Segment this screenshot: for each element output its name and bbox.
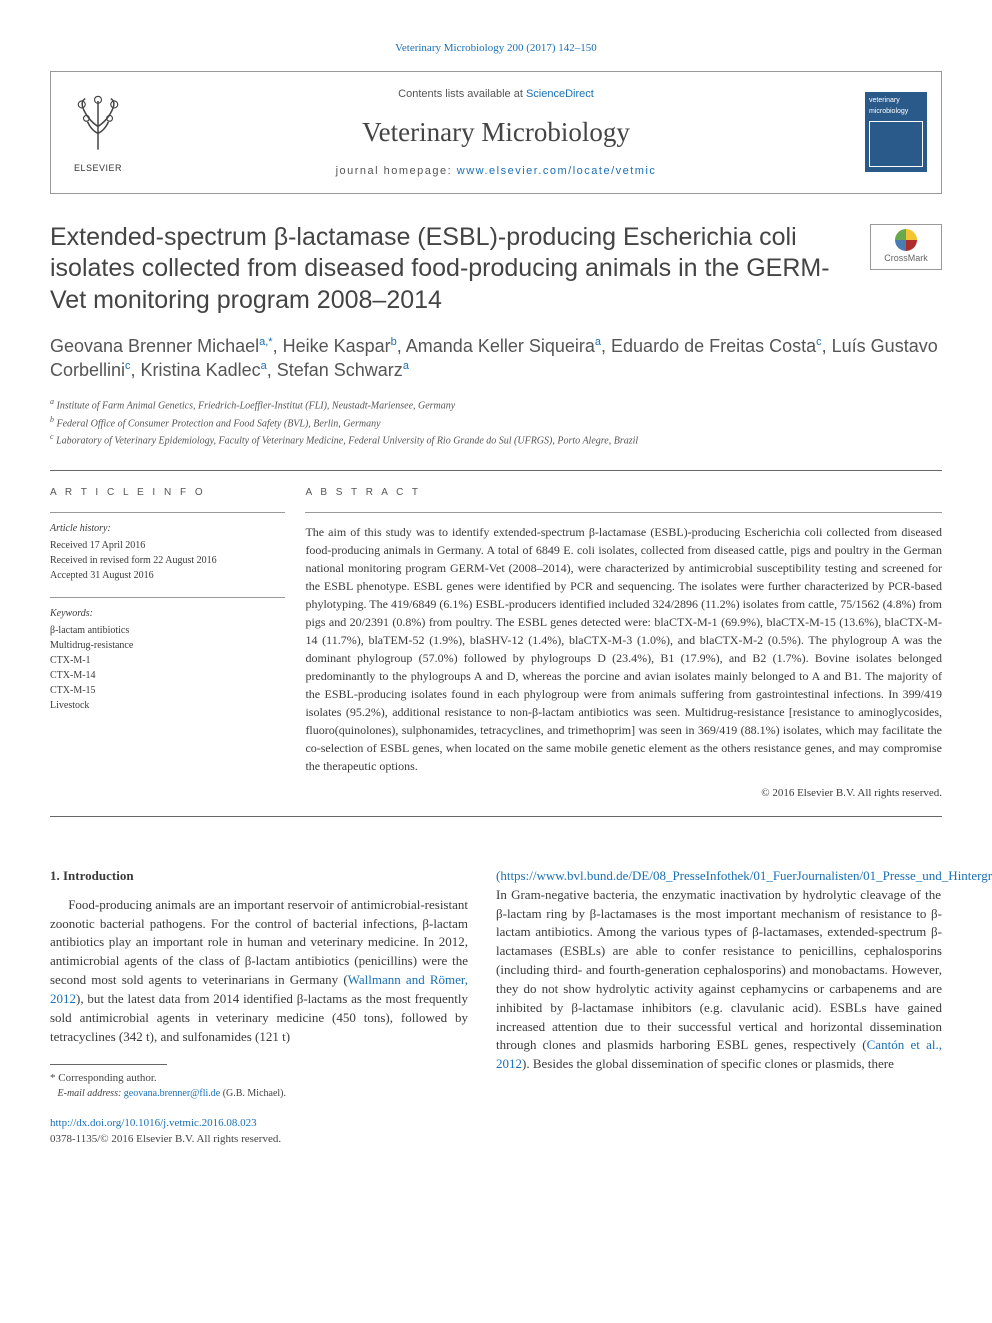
- doi-link[interactable]: http://dx.doi.org/10.1016/j.vetmic.2016.…: [50, 1116, 468, 1132]
- journal-header: ELSEVIER Contents lists available at Sci…: [50, 71, 942, 195]
- abstract: A B S T R A C T The aim of this study wa…: [305, 485, 942, 802]
- keywords-block: Keywords: β-lactam antibiotics Multidrug…: [50, 597, 285, 713]
- elsevier-label: ELSEVIER: [65, 162, 131, 176]
- affiliation-b: b Federal Office of Consumer Protection …: [50, 414, 942, 431]
- revised: Received in revised form 22 August 2016: [50, 553, 285, 568]
- intro-paragraph-cont: (https://www.bvl.bund.de/DE/08_PresseInf…: [496, 867, 942, 1074]
- authors: Geovana Brenner Michaela,*, Heike Kaspar…: [50, 334, 942, 383]
- contents-prefix: Contents lists available at: [398, 88, 526, 100]
- email-suffix: (G.B. Michael).: [220, 1088, 286, 1099]
- column-left: 1. Introduction Food-producing animals a…: [50, 867, 468, 1148]
- email-label: E-mail address:: [58, 1088, 124, 1099]
- affiliation-c: c Laboratory of Veterinary Epidemiology,…: [50, 431, 942, 448]
- abstract-copyright: © 2016 Elsevier B.V. All rights reserved…: [305, 785, 942, 802]
- homepage-prefix: journal homepage:: [336, 165, 457, 177]
- article-info: A R T I C L E I N F O Article history: R…: [50, 485, 305, 802]
- article-history: Article history: Received 17 April 2016 …: [50, 512, 285, 583]
- affiliations: a Institute of Farm Animal Genetics, Fri…: [50, 396, 942, 448]
- keyword: CTX-M-1: [50, 653, 285, 668]
- column-right: (https://www.bvl.bund.de/DE/08_PresseInf…: [496, 867, 942, 1148]
- footer-separator: [50, 1064, 167, 1065]
- keyword: CTX-M-14: [50, 668, 285, 683]
- bvl-url[interactable]: (https://www.bvl.bund.de/DE/08_PresseInf…: [496, 868, 992, 883]
- article-title-text: Extended-spectrum β-lactamase (ESBL)-pro…: [50, 223, 830, 314]
- corr-email[interactable]: geovana.brenner@fli.de: [124, 1088, 220, 1099]
- keyword: Livestock: [50, 698, 285, 713]
- crossmark-icon: [895, 229, 917, 251]
- top-citation: Veterinary Microbiology 200 (2017) 142–1…: [50, 40, 942, 57]
- elsevier-logo: ELSEVIER: [65, 94, 131, 170]
- crossmark-badge[interactable]: CrossMark: [870, 224, 942, 270]
- article-title: Extended-spectrum β-lactamase (ESBL)-pro…: [50, 222, 942, 316]
- keyword: CTX-M-15: [50, 683, 285, 698]
- keywords-title: Keywords:: [50, 606, 285, 621]
- accepted: Accepted 31 August 2016: [50, 568, 285, 583]
- intro-paragraph: Food-producing animals are an important …: [50, 896, 468, 1047]
- history-title: Article history:: [50, 521, 285, 536]
- cover-label: veterinary microbiology: [869, 96, 923, 117]
- crossmark-label: CrossMark: [884, 253, 928, 263]
- received: Received 17 April 2016: [50, 538, 285, 553]
- abstract-text: The aim of this study was to identify ex…: [305, 512, 942, 775]
- affiliation-a: a Institute of Farm Animal Genetics, Fri…: [50, 396, 942, 413]
- sciencedirect-link[interactable]: ScienceDirect: [526, 88, 594, 100]
- journal-cover: veterinary microbiology: [865, 92, 927, 172]
- section-1-heading: 1. Introduction: [50, 867, 468, 886]
- abstract-label: A B S T R A C T: [305, 485, 942, 500]
- info-abstract-row: A R T I C L E I N F O Article history: R…: [50, 470, 942, 817]
- issn-line: 0378-1135/© 2016 Elsevier B.V. All right…: [50, 1132, 468, 1148]
- cover-art: [869, 121, 923, 167]
- journal-title: Veterinary Microbiology: [161, 112, 831, 153]
- keyword: β-lactam antibiotics: [50, 623, 285, 638]
- homepage-link[interactable]: www.elsevier.com/locate/vetmic: [457, 165, 657, 177]
- contents-line: Contents lists available at ScienceDirec…: [161, 86, 831, 103]
- journal-homepage: journal homepage: www.elsevier.com/locat…: [161, 163, 831, 180]
- corr-label: * Corresponding author.: [50, 1072, 157, 1084]
- corresponding-author: * Corresponding author. E-mail address: …: [50, 1071, 468, 1101]
- keyword: Multidrug-resistance: [50, 638, 285, 653]
- article-info-label: A R T I C L E I N F O: [50, 485, 285, 500]
- body-columns: 1. Introduction Food-producing animals a…: [50, 867, 942, 1148]
- tree-icon: [69, 94, 127, 152]
